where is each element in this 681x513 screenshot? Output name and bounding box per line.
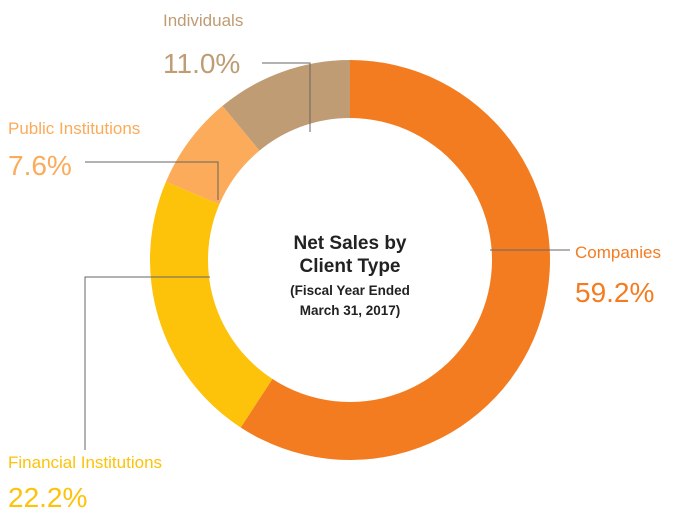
category-label: Individuals bbox=[163, 11, 243, 30]
category-label: Financial Institutions bbox=[8, 453, 162, 472]
donut-slice bbox=[165, 105, 260, 205]
value-label: 7.6% bbox=[8, 150, 72, 181]
category-label: Public Institutions bbox=[8, 119, 140, 138]
value-label: 59.2% bbox=[575, 277, 654, 308]
value-label: 11.0% bbox=[163, 48, 240, 79]
slices bbox=[150, 60, 550, 460]
leader-line bbox=[85, 161, 219, 200]
leader-line bbox=[262, 62, 311, 132]
category-label: Companies bbox=[575, 243, 661, 262]
value-label: 22.2% bbox=[8, 482, 87, 513]
center-label: Net Sales by Client Type (Fiscal Year En… bbox=[270, 232, 430, 321]
donut-slice bbox=[240, 60, 550, 460]
chart-subtitle: (Fiscal Year Ended March 31, 2017) bbox=[290, 283, 410, 318]
leader-line bbox=[84, 276, 210, 450]
chart-title: Net Sales by Client Type bbox=[293, 233, 407, 277]
donut-slice bbox=[222, 60, 350, 151]
donut-slice bbox=[150, 181, 273, 428]
